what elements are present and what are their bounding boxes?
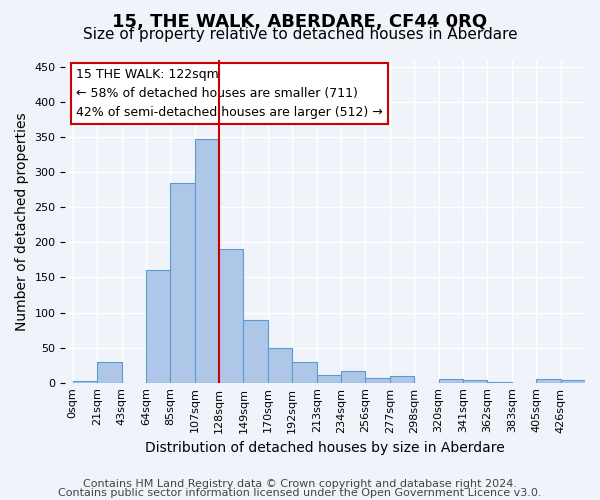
Bar bbox=[170, 183, 194, 382]
Text: Contains public sector information licensed under the Open Government Licence v3: Contains public sector information licen… bbox=[58, 488, 542, 498]
X-axis label: Distribution of detached houses by size in Aberdare: Distribution of detached houses by size … bbox=[145, 441, 505, 455]
Bar bbox=[463, 380, 487, 382]
Bar bbox=[390, 376, 414, 382]
Text: 15 THE WALK: 122sqm
← 58% of detached houses are smaller (711)
42% of semi-detac: 15 THE WALK: 122sqm ← 58% of detached ho… bbox=[76, 68, 383, 119]
Bar bbox=[73, 380, 97, 382]
Text: Size of property relative to detached houses in Aberdare: Size of property relative to detached ho… bbox=[83, 28, 517, 42]
Bar bbox=[268, 348, 292, 382]
Y-axis label: Number of detached properties: Number of detached properties bbox=[15, 112, 29, 330]
Bar bbox=[146, 270, 170, 382]
Bar bbox=[244, 320, 268, 382]
Bar bbox=[439, 379, 463, 382]
Bar bbox=[317, 375, 341, 382]
Text: 15, THE WALK, ABERDARE, CF44 0RQ: 15, THE WALK, ABERDARE, CF44 0RQ bbox=[112, 12, 488, 30]
Bar bbox=[365, 378, 390, 382]
Bar bbox=[194, 138, 219, 382]
Bar bbox=[560, 380, 585, 382]
Bar bbox=[97, 362, 122, 382]
Text: Contains HM Land Registry data © Crown copyright and database right 2024.: Contains HM Land Registry data © Crown c… bbox=[83, 479, 517, 489]
Bar bbox=[341, 372, 365, 382]
Bar bbox=[292, 362, 317, 382]
Bar bbox=[536, 379, 560, 382]
Bar bbox=[219, 250, 244, 382]
